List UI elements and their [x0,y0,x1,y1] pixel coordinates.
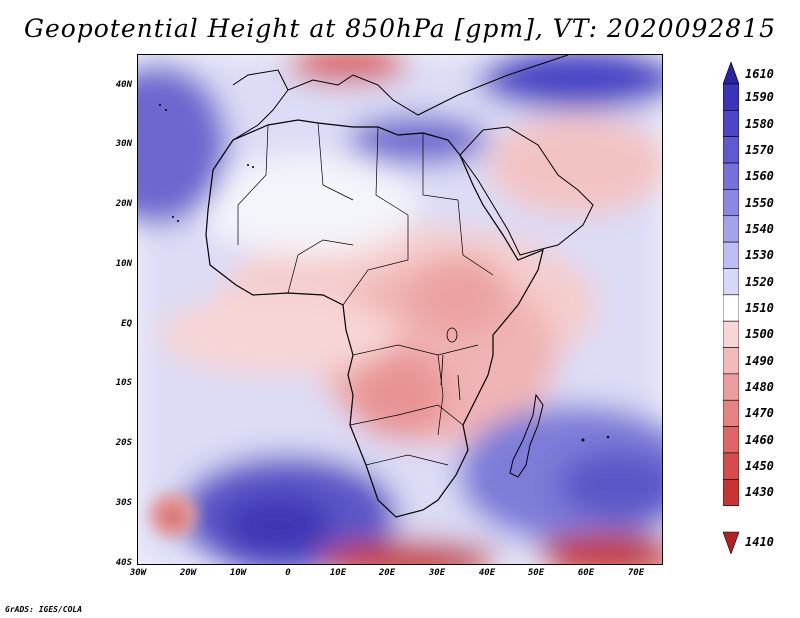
iberia-coastline [232,69,289,91]
colorbar-swatch [723,215,739,243]
colorbar-label: 1450 [745,459,774,474]
colorbar-swatch [723,62,739,85]
colorbar-label: 1530 [745,248,774,263]
grads-credit: GrADS: IGES/COLA [5,605,83,614]
colorbar-label: 1520 [745,274,774,289]
colorbar-label: 1500 [745,327,774,342]
colorbar-swatch [723,83,739,111]
colorbar-label: 1570 [745,142,774,157]
country-borders [237,122,494,466]
lat-label-30n: 30N [115,139,132,149]
lat-label-20s: 20S [115,438,132,448]
colorbar-label: 1410 [745,534,774,549]
colorbar-swatch [723,452,739,480]
geopotential-map [137,54,663,565]
colorbar-label: 1490 [745,353,774,368]
lake-malawi [457,374,461,401]
lon-label-30e: 30E [428,568,446,578]
colorbar-swatch [723,189,739,217]
colorbar-swatch [723,399,739,427]
lon-label-50e: 50E [527,568,545,578]
colorbar-swatch [723,294,739,322]
height-field-shading [138,55,662,564]
colorbar-label: 1580 [745,116,774,131]
colorbar-label: 1470 [745,406,774,421]
colorbar-label: 1480 [745,380,774,395]
colorbar-swatch [723,426,739,454]
colorbar-swatch [723,531,739,554]
lat-label-40s: 40S [115,558,132,568]
colorbar-swatch [723,478,739,506]
colorbar-swatch [723,347,739,375]
lon-label-30w: 30W [129,568,147,578]
lake-victoria [446,327,458,343]
colorbar-swatch [723,110,739,138]
map-canvas [138,55,662,564]
colorbar-swatch [723,320,739,348]
lon-label-20e: 20E [378,568,396,578]
colorbar-label: 1550 [745,195,774,210]
lake-tanganyika [440,354,444,386]
colorbar-label: 1430 [745,485,774,500]
colorbar-swatch [723,241,739,269]
colorbar-swatch [723,373,739,401]
map-title: Geopotential Height at 850hPa [gpm], VT:… [23,14,777,43]
lon-label-20w: 20W [179,568,197,578]
lat-label-30s: 30S [115,498,132,508]
europe-coastline [232,55,569,141]
colorbar-label: 1590 [745,90,774,105]
colorbar-label: 1560 [745,169,774,184]
colorbar [723,62,739,554]
lat-label-20n: 20N [115,199,132,209]
colorbar-label: 1610 [745,67,774,82]
south-atlantic-low [149,493,197,537]
africa-coastline [205,119,544,518]
colorbar-label: 1540 [745,221,774,236]
lon-label-40e: 40E [478,568,496,578]
lon-label-0: 0 [285,568,291,578]
colorbar-label: 1510 [745,301,774,315]
lon-label-10w: 10W [229,568,247,578]
colorbar-swatch [723,268,739,296]
lat-label-40n: 40N [115,80,132,90]
islands [159,104,610,442]
colorbar-swatch [723,162,739,190]
lat-label-10n: 10N [115,259,132,269]
lat-label-eq: EQ [121,319,132,329]
arabia-coastline [459,126,594,256]
lat-label-10s: 10S [115,378,132,388]
colorbar-swatch [723,136,739,164]
lon-label-60e: 60E [577,568,595,578]
lon-label-10e: 10E [329,568,347,578]
madagascar-coastline [509,393,544,478]
colorbar-label: 1460 [745,432,774,447]
lon-label-70e: 70E [627,568,645,578]
